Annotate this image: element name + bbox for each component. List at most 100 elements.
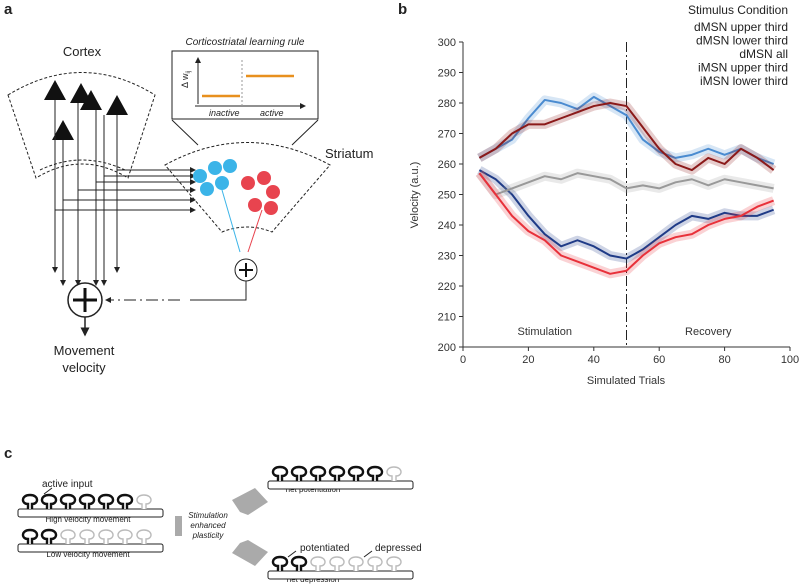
annotation: depressed — [375, 543, 422, 554]
spine — [136, 529, 152, 544]
rule-box — [171, 50, 319, 120]
spine — [386, 466, 402, 481]
y-tick-label: 260 — [438, 159, 456, 171]
dendrite-label: High velocity movement — [46, 515, 132, 524]
rule-label: active — [260, 108, 284, 118]
y-tick-label: 210 — [438, 312, 456, 324]
cortex-inner — [39, 159, 126, 171]
spine — [386, 556, 402, 571]
x-tick-label: 20 — [522, 354, 534, 366]
striatum-label: Striatum — [325, 146, 373, 161]
pointer — [43, 487, 373, 558]
panel-label: b — [398, 1, 407, 18]
spine — [271, 555, 289, 571]
plasticity-arrows — [232, 488, 268, 566]
dendrite — [267, 480, 414, 490]
spine — [40, 528, 58, 544]
rule-ylabel: Δ wij — [180, 71, 192, 88]
panel-c: c active input High velocity movement Lo… — [4, 445, 422, 584]
spine — [21, 528, 39, 544]
sum-sign — [239, 263, 253, 277]
x-tick-label: 100 — [781, 354, 799, 366]
spine — [271, 465, 289, 481]
series-line — [478, 102, 775, 172]
zoom-lines — [171, 119, 319, 146]
spine — [98, 529, 114, 544]
spine — [40, 493, 58, 509]
spine — [79, 529, 95, 544]
rule-title: Corticostriatal learning rule — [186, 37, 305, 48]
neurons — [44, 80, 128, 140]
annotation: Stimulation — [518, 326, 572, 338]
spine — [290, 465, 308, 481]
spine — [97, 493, 115, 509]
x-axis-label: Simulated Trials — [587, 375, 666, 387]
y-tick-label: 230 — [438, 251, 456, 263]
x-tick-label: 80 — [718, 354, 730, 366]
spine — [367, 556, 383, 571]
legend-entry: iMSN lower third — [700, 74, 788, 88]
spine — [328, 465, 346, 481]
spine — [136, 494, 152, 509]
stim-label: plasticity — [192, 531, 225, 540]
rule-label: inactive — [209, 108, 240, 118]
y-axis-label: Velocity (a.u.) — [409, 162, 421, 229]
spine — [309, 465, 327, 481]
dendrite — [17, 508, 164, 518]
imsn-cells — [241, 171, 280, 215]
y-tick-label: 270 — [438, 129, 456, 141]
imsn-axon — [247, 209, 263, 253]
y-tick-label: 240 — [438, 220, 456, 232]
active-input-label: active input — [42, 479, 93, 490]
feedback — [190, 281, 247, 301]
spine — [366, 465, 384, 481]
output-label: velocity — [62, 360, 106, 375]
annotation: Recovery — [685, 326, 732, 338]
dmsn-axon — [221, 189, 241, 253]
spine — [21, 493, 39, 509]
projections — [52, 100, 196, 286]
legend-entry: dMSN all — [739, 47, 788, 61]
y-tick-label: 280 — [438, 98, 456, 110]
y-tick-label: 290 — [438, 68, 456, 80]
sum-sign — [73, 288, 97, 312]
spine — [78, 493, 96, 509]
legend-title: Stimulus Condition — [688, 3, 788, 17]
spine — [310, 556, 326, 571]
stim-label: Stimulation — [188, 511, 228, 520]
spine — [117, 529, 133, 544]
y-tick-label: 200 — [438, 342, 456, 354]
panel-label: c — [4, 445, 12, 462]
stim-label: enhanced — [190, 521, 226, 530]
x-tick-label: 40 — [588, 354, 600, 366]
dendrite-label: Low velocity movement — [46, 550, 130, 559]
legend-entry: dMSN lower third — [696, 34, 788, 48]
legend-entry: dMSN upper third — [694, 20, 788, 34]
series-line — [478, 169, 774, 260]
rule-curve — [202, 74, 294, 98]
y-tick-label: 220 — [438, 281, 456, 293]
cortex-label: Cortex — [63, 44, 102, 59]
series-line — [478, 172, 774, 196]
spine — [59, 493, 77, 509]
striatum-region — [164, 142, 331, 233]
panel-label: a — [4, 1, 13, 18]
dmsn-cells — [193, 159, 237, 196]
spine — [60, 529, 76, 544]
annotation: potentiated — [300, 543, 350, 554]
spine — [329, 556, 345, 571]
dendrite — [267, 570, 414, 580]
spine — [347, 465, 365, 481]
dendrite — [17, 543, 164, 553]
output-label: Movement — [54, 343, 115, 358]
x-tick-label: 60 — [653, 354, 665, 366]
series-line — [478, 172, 774, 275]
stim-bar — [175, 516, 182, 536]
x-tick-label: 0 — [460, 354, 466, 366]
series-line — [478, 95, 774, 165]
spine — [290, 555, 308, 571]
cortex-region — [7, 72, 156, 179]
legend-entry: iMSN upper third — [698, 61, 788, 75]
spine — [348, 556, 364, 571]
